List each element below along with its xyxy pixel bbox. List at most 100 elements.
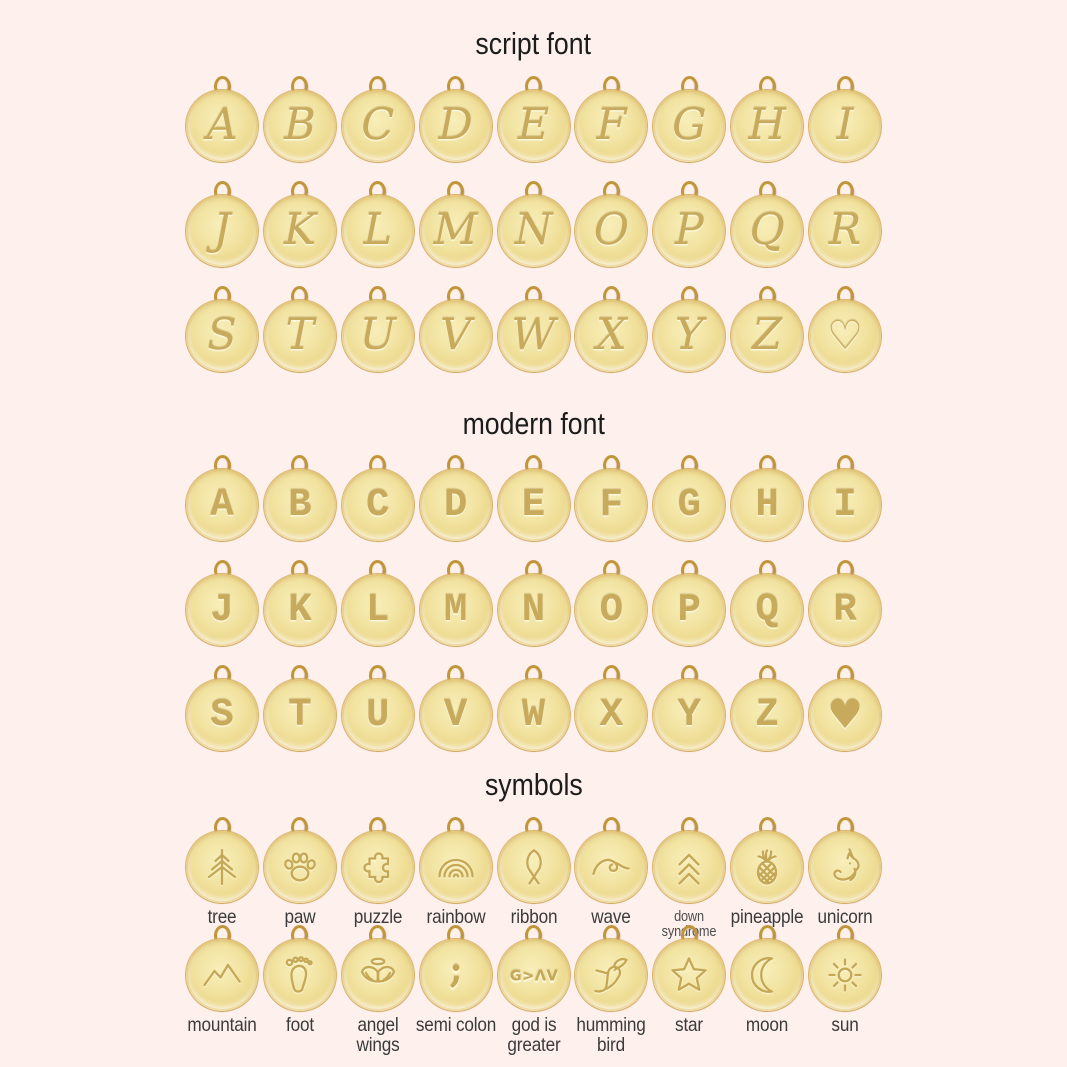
engraved-letter: P bbox=[674, 205, 704, 256]
engraved-letter: Q bbox=[755, 587, 779, 632]
engraved-letter: E bbox=[517, 100, 550, 151]
symbol-label-ribbon: ribbon bbox=[510, 905, 557, 928]
charm-script-p: P bbox=[653, 180, 726, 267]
charm-script-a: A bbox=[186, 75, 259, 162]
pineapple-icon bbox=[743, 843, 791, 891]
engraved-letter: R bbox=[833, 587, 857, 632]
gold-disc: G>ΛV bbox=[497, 938, 570, 1011]
angel-wings-icon bbox=[354, 951, 402, 999]
engraved-letter: A bbox=[206, 100, 238, 151]
gold-disc: B bbox=[263, 89, 336, 162]
charm-modern-h: H bbox=[731, 455, 804, 542]
engraved-letter: Z bbox=[752, 310, 783, 361]
engraved-letter: O bbox=[593, 205, 629, 256]
gold-disc bbox=[575, 830, 648, 903]
engraved-letter: M bbox=[433, 205, 478, 256]
gold-disc: E bbox=[497, 89, 570, 162]
gold-disc: V bbox=[419, 679, 492, 752]
charm-row: mountain foot angel wings; semi colon G>ΛV go… bbox=[186, 924, 882, 1055]
down-syndrome-icon bbox=[665, 843, 713, 891]
gold-disc: Z bbox=[731, 299, 804, 372]
charm-script-h: H bbox=[731, 75, 804, 162]
charm-symbol-god-is-greater: G>ΛV god is greater bbox=[497, 924, 570, 1055]
charm-script-j: J bbox=[186, 180, 259, 267]
gold-disc: Y bbox=[653, 299, 726, 372]
symbol-label-foot: foot bbox=[285, 1013, 314, 1036]
symbol-label-sun: sun bbox=[831, 1013, 859, 1036]
charm-script-y: Y bbox=[653, 285, 726, 372]
section-symbols: symbols tree paw puzzle rainbow ribbon wave do… bbox=[0, 767, 1067, 1055]
charm-modern-a: A bbox=[186, 455, 259, 542]
charm-modern-e: E bbox=[497, 455, 570, 542]
charm-symbol-paw: paw bbox=[263, 816, 336, 927]
engraved-letter: B bbox=[284, 100, 316, 151]
gold-disc: Y bbox=[653, 679, 726, 752]
god-is-greater-icon: G>ΛV bbox=[510, 951, 558, 999]
charm-modern-n: N bbox=[497, 560, 570, 647]
gold-disc: A bbox=[186, 89, 258, 162]
charm-script-r: R bbox=[809, 180, 882, 267]
gold-disc: M bbox=[419, 574, 492, 647]
symbol-label-tree: tree bbox=[207, 905, 237, 928]
charm-script-o: O bbox=[575, 180, 648, 267]
engraved-letter: X bbox=[599, 692, 624, 737]
gold-disc: Q bbox=[731, 574, 804, 647]
gold-disc: L bbox=[341, 574, 414, 647]
symbol-label-mountain: mountain bbox=[187, 1013, 257, 1036]
gold-disc bbox=[809, 830, 881, 903]
gold-disc bbox=[263, 830, 336, 903]
charm-modern-p: P bbox=[653, 560, 726, 647]
gold-disc: S bbox=[186, 299, 258, 372]
gold-disc bbox=[186, 830, 258, 903]
hummingbird-icon bbox=[587, 951, 635, 999]
charm-modern-l: L bbox=[341, 560, 414, 647]
engraved-letter: N bbox=[521, 587, 546, 632]
star-icon bbox=[665, 951, 713, 999]
engraved-letter: Z bbox=[755, 692, 779, 737]
engraved-letter: K bbox=[288, 587, 312, 632]
gold-disc: V bbox=[419, 299, 492, 372]
symbol-label-paw: paw bbox=[284, 905, 316, 928]
svg-text:G>ΛV: G>ΛV bbox=[510, 968, 558, 984]
charm-symbol-ribbon: ribbon bbox=[497, 816, 570, 927]
gold-disc: Q bbox=[731, 194, 804, 267]
gold-disc: W bbox=[497, 299, 570, 372]
charm-options-chart: script font A B C D E F G H I J K L M N O P Q R S T U V W X Y Z ♡ … bbox=[0, 26, 1067, 1055]
gold-disc: C bbox=[341, 89, 414, 162]
charm-symbol-mountain: mountain bbox=[186, 924, 259, 1035]
engraved-letter: E bbox=[521, 482, 546, 527]
charm-script-s: S bbox=[186, 285, 259, 372]
engraved-letter: I bbox=[836, 100, 854, 151]
charm-script-q: Q bbox=[731, 180, 804, 267]
charm-symbol-semi-colon: ; semi colon bbox=[415, 924, 496, 1035]
gold-disc: H bbox=[731, 89, 804, 162]
gold-disc: L bbox=[341, 194, 414, 267]
charm-modern-f: F bbox=[575, 455, 648, 542]
rows-modern: A B C D E F G H I J K L M N O P Q R S T U V W X Y Z ♥ bbox=[186, 455, 882, 752]
gold-disc bbox=[653, 938, 726, 1011]
gold-disc: P bbox=[653, 574, 726, 647]
charm-symbol-wave: wave bbox=[575, 816, 648, 927]
section-script-font: script font A B C D E F G H I J K L M N O P Q R S T U V W X Y Z ♡ bbox=[0, 26, 1067, 372]
charm-symbol-angel-wings: angel wings bbox=[341, 924, 414, 1055]
gold-disc bbox=[263, 938, 336, 1011]
gold-disc: K bbox=[263, 574, 336, 647]
engraved-letter: R bbox=[828, 205, 862, 256]
rows-script: A B C D E F G H I J K L M N O P Q R S T U V W X Y Z ♡ bbox=[186, 75, 882, 372]
engraved-letter: K bbox=[283, 205, 316, 256]
charm-symbol-star: star bbox=[653, 924, 726, 1035]
unicorn-icon bbox=[821, 843, 869, 891]
engraved-letter: I bbox=[833, 482, 857, 527]
heart-icon: ♡ bbox=[827, 312, 863, 359]
charm-symbol-humming-bird: humming bird bbox=[575, 924, 648, 1055]
engraved-letter: D bbox=[443, 482, 468, 527]
charm-modern-b: B bbox=[263, 455, 336, 542]
script-font-title: script font bbox=[0, 26, 1067, 62]
charm-symbol-tree: tree bbox=[186, 816, 259, 927]
engraved-letter: A bbox=[210, 482, 234, 527]
engraved-letter: F bbox=[596, 100, 627, 151]
engraved-letter: O bbox=[599, 587, 624, 632]
engraved-letter: Y bbox=[677, 692, 701, 737]
gold-disc: F bbox=[575, 469, 648, 542]
